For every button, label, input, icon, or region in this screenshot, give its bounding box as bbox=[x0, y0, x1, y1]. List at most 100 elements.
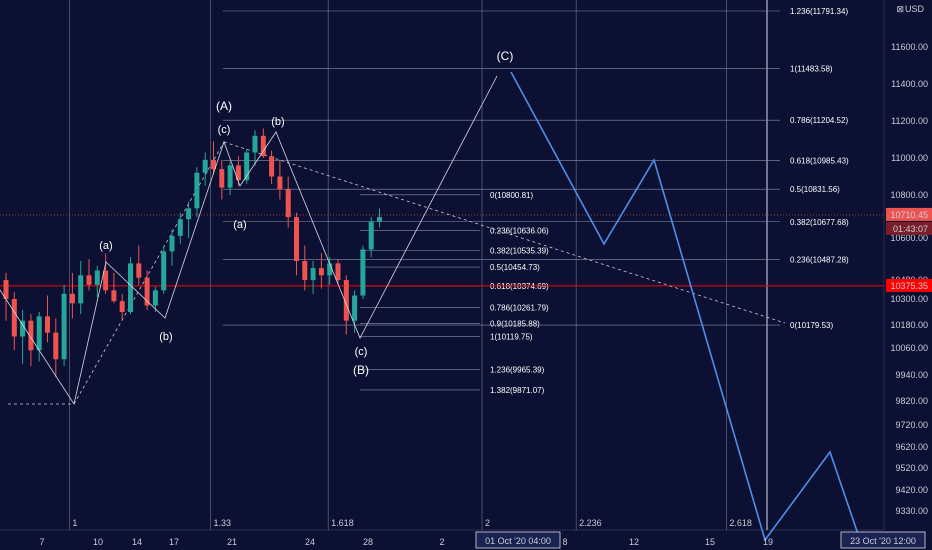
fib-right-label: 0.786(11204.52) bbox=[790, 116, 848, 125]
fib-right-label: 0.618(10985.43) bbox=[790, 157, 849, 166]
time-fib-label: 2 bbox=[485, 518, 490, 528]
candle-body bbox=[252, 135, 258, 153]
candle-body bbox=[36, 316, 42, 351]
time-tick-label: 14 bbox=[132, 537, 142, 547]
candle-body bbox=[3, 280, 9, 299]
candle-body bbox=[161, 251, 167, 291]
candle-body bbox=[327, 263, 333, 276]
fib-right-label: 0(10179.53) bbox=[790, 321, 833, 330]
time-tick-label: 12 bbox=[629, 537, 639, 547]
price-tick-label: 10060.00 bbox=[890, 343, 928, 353]
time-fib-label: 2.618 bbox=[729, 518, 752, 528]
time-highlight-label: 23 Oct '20 12:00 bbox=[850, 536, 916, 546]
candle-body bbox=[103, 270, 109, 291]
price-tick-label: 9420.00 bbox=[895, 485, 928, 495]
candle-body bbox=[194, 172, 200, 209]
price-tick-label: 9720.00 bbox=[895, 420, 928, 430]
fib-left-label: 0.5(10454.73) bbox=[490, 263, 540, 272]
time-tick-label: 19 bbox=[763, 537, 773, 547]
elliott-wave-path bbox=[0, 75, 498, 406]
candle-body bbox=[177, 219, 183, 236]
time-tick-label: 24 bbox=[305, 537, 315, 547]
last-price-badge bbox=[886, 207, 932, 221]
candle-body bbox=[53, 332, 59, 360]
candle-body bbox=[11, 299, 17, 337]
candle-body bbox=[277, 176, 283, 190]
candle-body bbox=[144, 277, 150, 306]
candle-body bbox=[86, 275, 92, 285]
currency-label: USD bbox=[905, 4, 925, 14]
candle-body bbox=[61, 293, 67, 360]
time-fib-label: 1.618 bbox=[331, 518, 354, 528]
fib-left-label: 0.236(10636.06) bbox=[490, 226, 549, 235]
wave-label: (c) bbox=[355, 346, 368, 358]
candle-body bbox=[20, 320, 26, 337]
candle-body bbox=[235, 165, 241, 181]
time-tick-label: 10 bbox=[93, 537, 103, 547]
wave-label: (b) bbox=[159, 331, 172, 343]
price-tick-label: 11200.00 bbox=[891, 116, 928, 126]
wave-label: (C) bbox=[497, 49, 514, 63]
fib-right-label: 0.5(10831.56) bbox=[790, 185, 840, 194]
fib-left-label: 0.618(10374.69) bbox=[490, 282, 549, 291]
candle-body bbox=[318, 268, 324, 276]
candle-body bbox=[119, 301, 125, 312]
countdown-badge bbox=[886, 221, 932, 235]
wave-label: (b) bbox=[271, 116, 284, 128]
fib-left-label: 0(10800.81) bbox=[490, 191, 533, 200]
price-tick-label: 9330.00 bbox=[895, 506, 928, 516]
candle-body bbox=[244, 152, 250, 181]
horizontal-line-badge bbox=[886, 278, 932, 292]
fib-left-label: 0.9(10185.88) bbox=[490, 320, 540, 329]
candle-body bbox=[302, 261, 308, 281]
candle-body bbox=[285, 189, 291, 218]
candle-body bbox=[360, 249, 366, 296]
countdown-label: 01:43:07 bbox=[893, 224, 928, 234]
time-highlight-badge bbox=[475, 531, 561, 549]
candle-body bbox=[111, 290, 117, 302]
currency-icon: ⊠ bbox=[896, 4, 904, 14]
candle-body bbox=[28, 320, 34, 351]
price-tick-label: 9620.00 bbox=[895, 442, 928, 452]
price-tick-label: 11400.00 bbox=[891, 79, 928, 89]
wave-label: (a) bbox=[233, 219, 246, 231]
fib-right-label: 0.236(10487.28) bbox=[790, 256, 849, 265]
time-highlight-badge bbox=[840, 531, 926, 549]
price-tick-label: 9520.00 bbox=[895, 463, 928, 473]
fib-left-label: 1.382(9871.07) bbox=[490, 386, 545, 395]
wave-label: (B) bbox=[353, 363, 369, 377]
wave-label: (A) bbox=[216, 99, 232, 113]
time-fib-label: 2.236 bbox=[579, 518, 602, 528]
fib-left-label: 0.786(10261.79) bbox=[490, 303, 549, 312]
wave-label: (c) bbox=[218, 124, 231, 136]
trend-line-dashed bbox=[73, 141, 225, 405]
candle-body bbox=[368, 221, 374, 250]
last-price-label: 10710.45 bbox=[890, 210, 928, 220]
candle-body bbox=[269, 156, 275, 177]
price-tick-label: 11600.00 bbox=[891, 42, 928, 52]
price-tick-label: 10180.00 bbox=[890, 320, 928, 330]
candle-body bbox=[227, 165, 233, 188]
fib-right-label: 1.236(11791.34) bbox=[790, 7, 848, 16]
forecast-path bbox=[510, 71, 861, 542]
candle-body bbox=[260, 135, 266, 157]
time-fib-label: 1.33 bbox=[214, 518, 232, 528]
time-highlight-label: 01 Oct '20 04:00 bbox=[485, 536, 551, 546]
candle-body bbox=[78, 275, 84, 304]
fib-right-label: 0.382(10677.68) bbox=[790, 218, 849, 227]
price-tick-label: 9940.00 bbox=[895, 370, 928, 380]
time-tick-label: 15 bbox=[705, 537, 715, 547]
candle-body bbox=[294, 217, 299, 261]
horizontal-line-label: 10375.35 bbox=[890, 281, 928, 291]
time-tick-label: 17 bbox=[169, 537, 179, 547]
price-tick-label: 9820.00 bbox=[895, 396, 928, 406]
candle-body bbox=[310, 268, 316, 281]
fib-right-label: 1(11483.58) bbox=[790, 65, 833, 74]
candle-body bbox=[343, 280, 349, 321]
price-tick-label: 10600.00 bbox=[890, 233, 928, 243]
candle-body bbox=[352, 295, 358, 321]
time-tick-label: 28 bbox=[363, 537, 373, 547]
candle-body bbox=[202, 159, 208, 173]
